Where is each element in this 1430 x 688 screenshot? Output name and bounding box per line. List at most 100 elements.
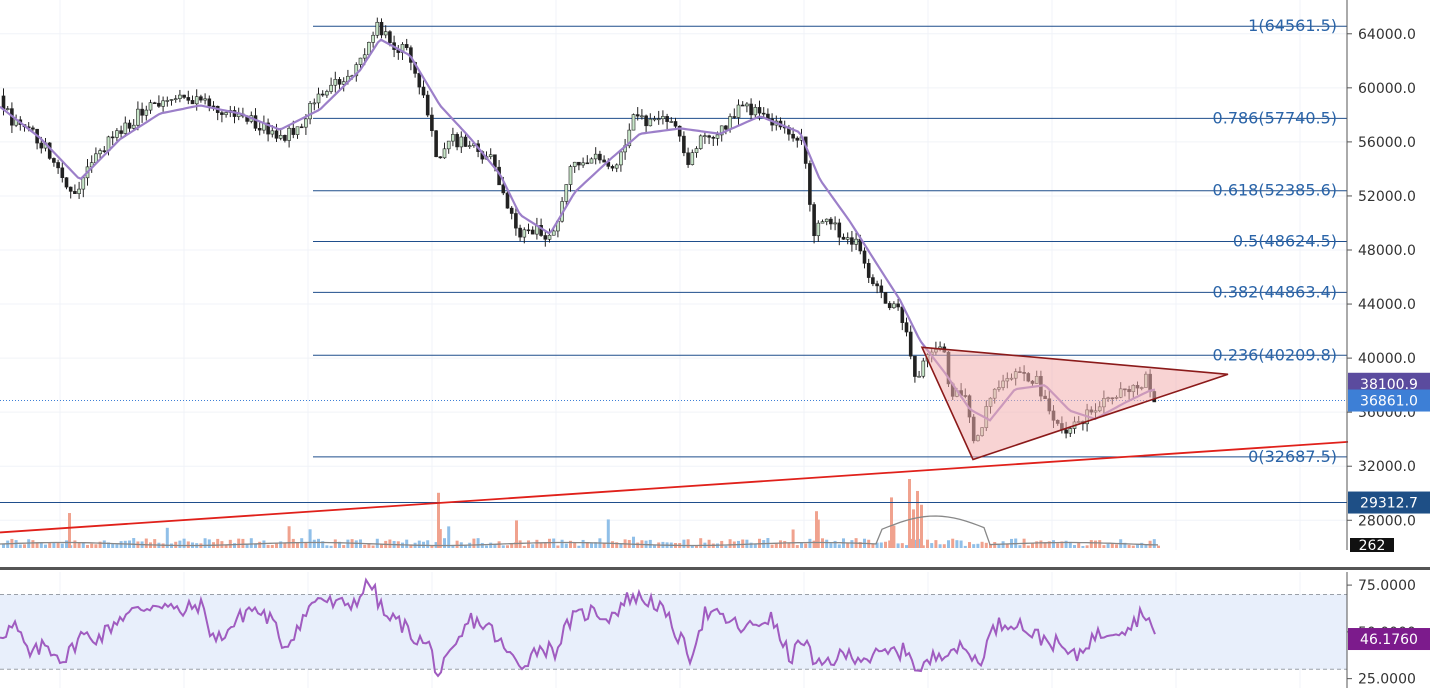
fib-level-label: 0.786(57740.5) bbox=[1213, 108, 1337, 127]
candle-body bbox=[383, 31, 388, 36]
volume-bar bbox=[527, 540, 530, 548]
volume-bar bbox=[804, 543, 808, 548]
volume-bar bbox=[52, 542, 56, 548]
rsi-line bbox=[0, 577, 1156, 678]
volume-bar bbox=[224, 544, 228, 548]
volume-bar bbox=[1152, 539, 1156, 548]
candle-body bbox=[577, 161, 581, 166]
price-tick-label: 32000.0 bbox=[1358, 459, 1416, 475]
candle-body bbox=[669, 121, 674, 123]
volume-bar bbox=[707, 539, 711, 548]
volume-bar bbox=[380, 543, 383, 548]
volume-bar bbox=[552, 538, 556, 548]
volume-bar bbox=[636, 542, 640, 548]
candle-body bbox=[140, 108, 144, 116]
candle-body bbox=[866, 263, 871, 278]
candle-body bbox=[665, 116, 669, 122]
rsi-tick-label: 75.0000 bbox=[1358, 578, 1416, 594]
ascending-trendline[interactable] bbox=[0, 440, 1349, 534]
candle-body bbox=[845, 237, 850, 240]
volume-bar bbox=[846, 542, 850, 548]
volume-bar bbox=[728, 539, 732, 548]
volume-bar bbox=[237, 538, 241, 548]
candle-body bbox=[887, 303, 892, 309]
candle-body bbox=[883, 292, 888, 304]
volume-bar bbox=[451, 544, 455, 548]
candle-body bbox=[522, 229, 527, 238]
volume-bar bbox=[485, 545, 488, 548]
volume-bar bbox=[921, 545, 925, 548]
candle-body bbox=[278, 135, 283, 139]
volume-bar bbox=[515, 520, 518, 548]
volume-bar bbox=[724, 545, 728, 548]
fib-level-label: 0.618(52385.6) bbox=[1213, 181, 1337, 200]
fib-level-label: 0.5(48624.5) bbox=[1233, 232, 1337, 251]
volume-bar bbox=[438, 529, 442, 548]
volume-bar bbox=[884, 541, 887, 548]
candle-body bbox=[913, 355, 917, 377]
candle-body bbox=[757, 107, 762, 114]
candle-body bbox=[337, 79, 342, 85]
volume-bar bbox=[829, 543, 833, 548]
volume-bar bbox=[934, 540, 938, 548]
candle-body bbox=[875, 283, 879, 287]
candle-body bbox=[791, 133, 795, 139]
price-tick-label: 64000.0 bbox=[1358, 27, 1416, 43]
volume-bar bbox=[245, 544, 249, 548]
volume-bar bbox=[606, 519, 610, 548]
candle-body bbox=[896, 303, 900, 308]
volume-bar bbox=[522, 545, 526, 548]
candle-body bbox=[115, 130, 119, 138]
volume-bar bbox=[279, 541, 283, 548]
candle-body bbox=[123, 122, 128, 134]
volume-bar bbox=[800, 542, 803, 548]
volume-bar bbox=[858, 542, 862, 548]
volume-bar bbox=[531, 544, 535, 548]
volume-bar bbox=[1039, 540, 1043, 548]
volume-bar bbox=[60, 543, 64, 548]
candle-body bbox=[543, 235, 548, 240]
candle-body bbox=[362, 54, 367, 59]
volume-bar bbox=[1102, 545, 1106, 548]
candle-body bbox=[329, 84, 333, 92]
candle-body bbox=[514, 213, 518, 229]
candle-body bbox=[312, 102, 317, 105]
volume-bar bbox=[228, 539, 232, 548]
volume-bar bbox=[984, 542, 988, 548]
volume-bar bbox=[144, 538, 148, 548]
candle-body bbox=[761, 112, 766, 115]
candle-body bbox=[161, 100, 165, 107]
volume-bar bbox=[1144, 544, 1148, 548]
fib-level-label: 0(32687.5) bbox=[1248, 447, 1337, 466]
volume-bar bbox=[968, 542, 971, 548]
candle-body bbox=[144, 109, 149, 116]
volume-bar bbox=[363, 544, 367, 548]
pane-separator[interactable] bbox=[0, 567, 1430, 570]
candle-body bbox=[698, 135, 703, 149]
volume-bar bbox=[590, 543, 593, 548]
volume-bar bbox=[233, 543, 236, 548]
candle-body bbox=[711, 136, 716, 139]
candle-body bbox=[829, 218, 833, 225]
volume-bar bbox=[686, 539, 690, 548]
volume-bar bbox=[774, 543, 778, 548]
volume-bar bbox=[1018, 545, 1022, 548]
volume-bar bbox=[890, 497, 893, 548]
candle-body bbox=[619, 151, 623, 166]
volume-bar bbox=[283, 542, 287, 548]
candle-body bbox=[438, 156, 443, 159]
triangle-pattern[interactable] bbox=[920, 346, 1229, 461]
candle-body bbox=[715, 134, 720, 139]
volume-bar bbox=[1123, 542, 1127, 548]
volume-bar bbox=[312, 539, 316, 548]
volume-bar bbox=[489, 542, 493, 548]
volume-bar bbox=[905, 545, 908, 548]
volume-bar bbox=[2, 543, 5, 548]
volume-bar bbox=[1098, 540, 1102, 548]
candle-body bbox=[459, 136, 464, 148]
candle-body bbox=[505, 192, 510, 209]
volume-bar bbox=[573, 542, 577, 548]
volume-bar bbox=[90, 543, 94, 548]
volume-bar bbox=[115, 544, 119, 548]
